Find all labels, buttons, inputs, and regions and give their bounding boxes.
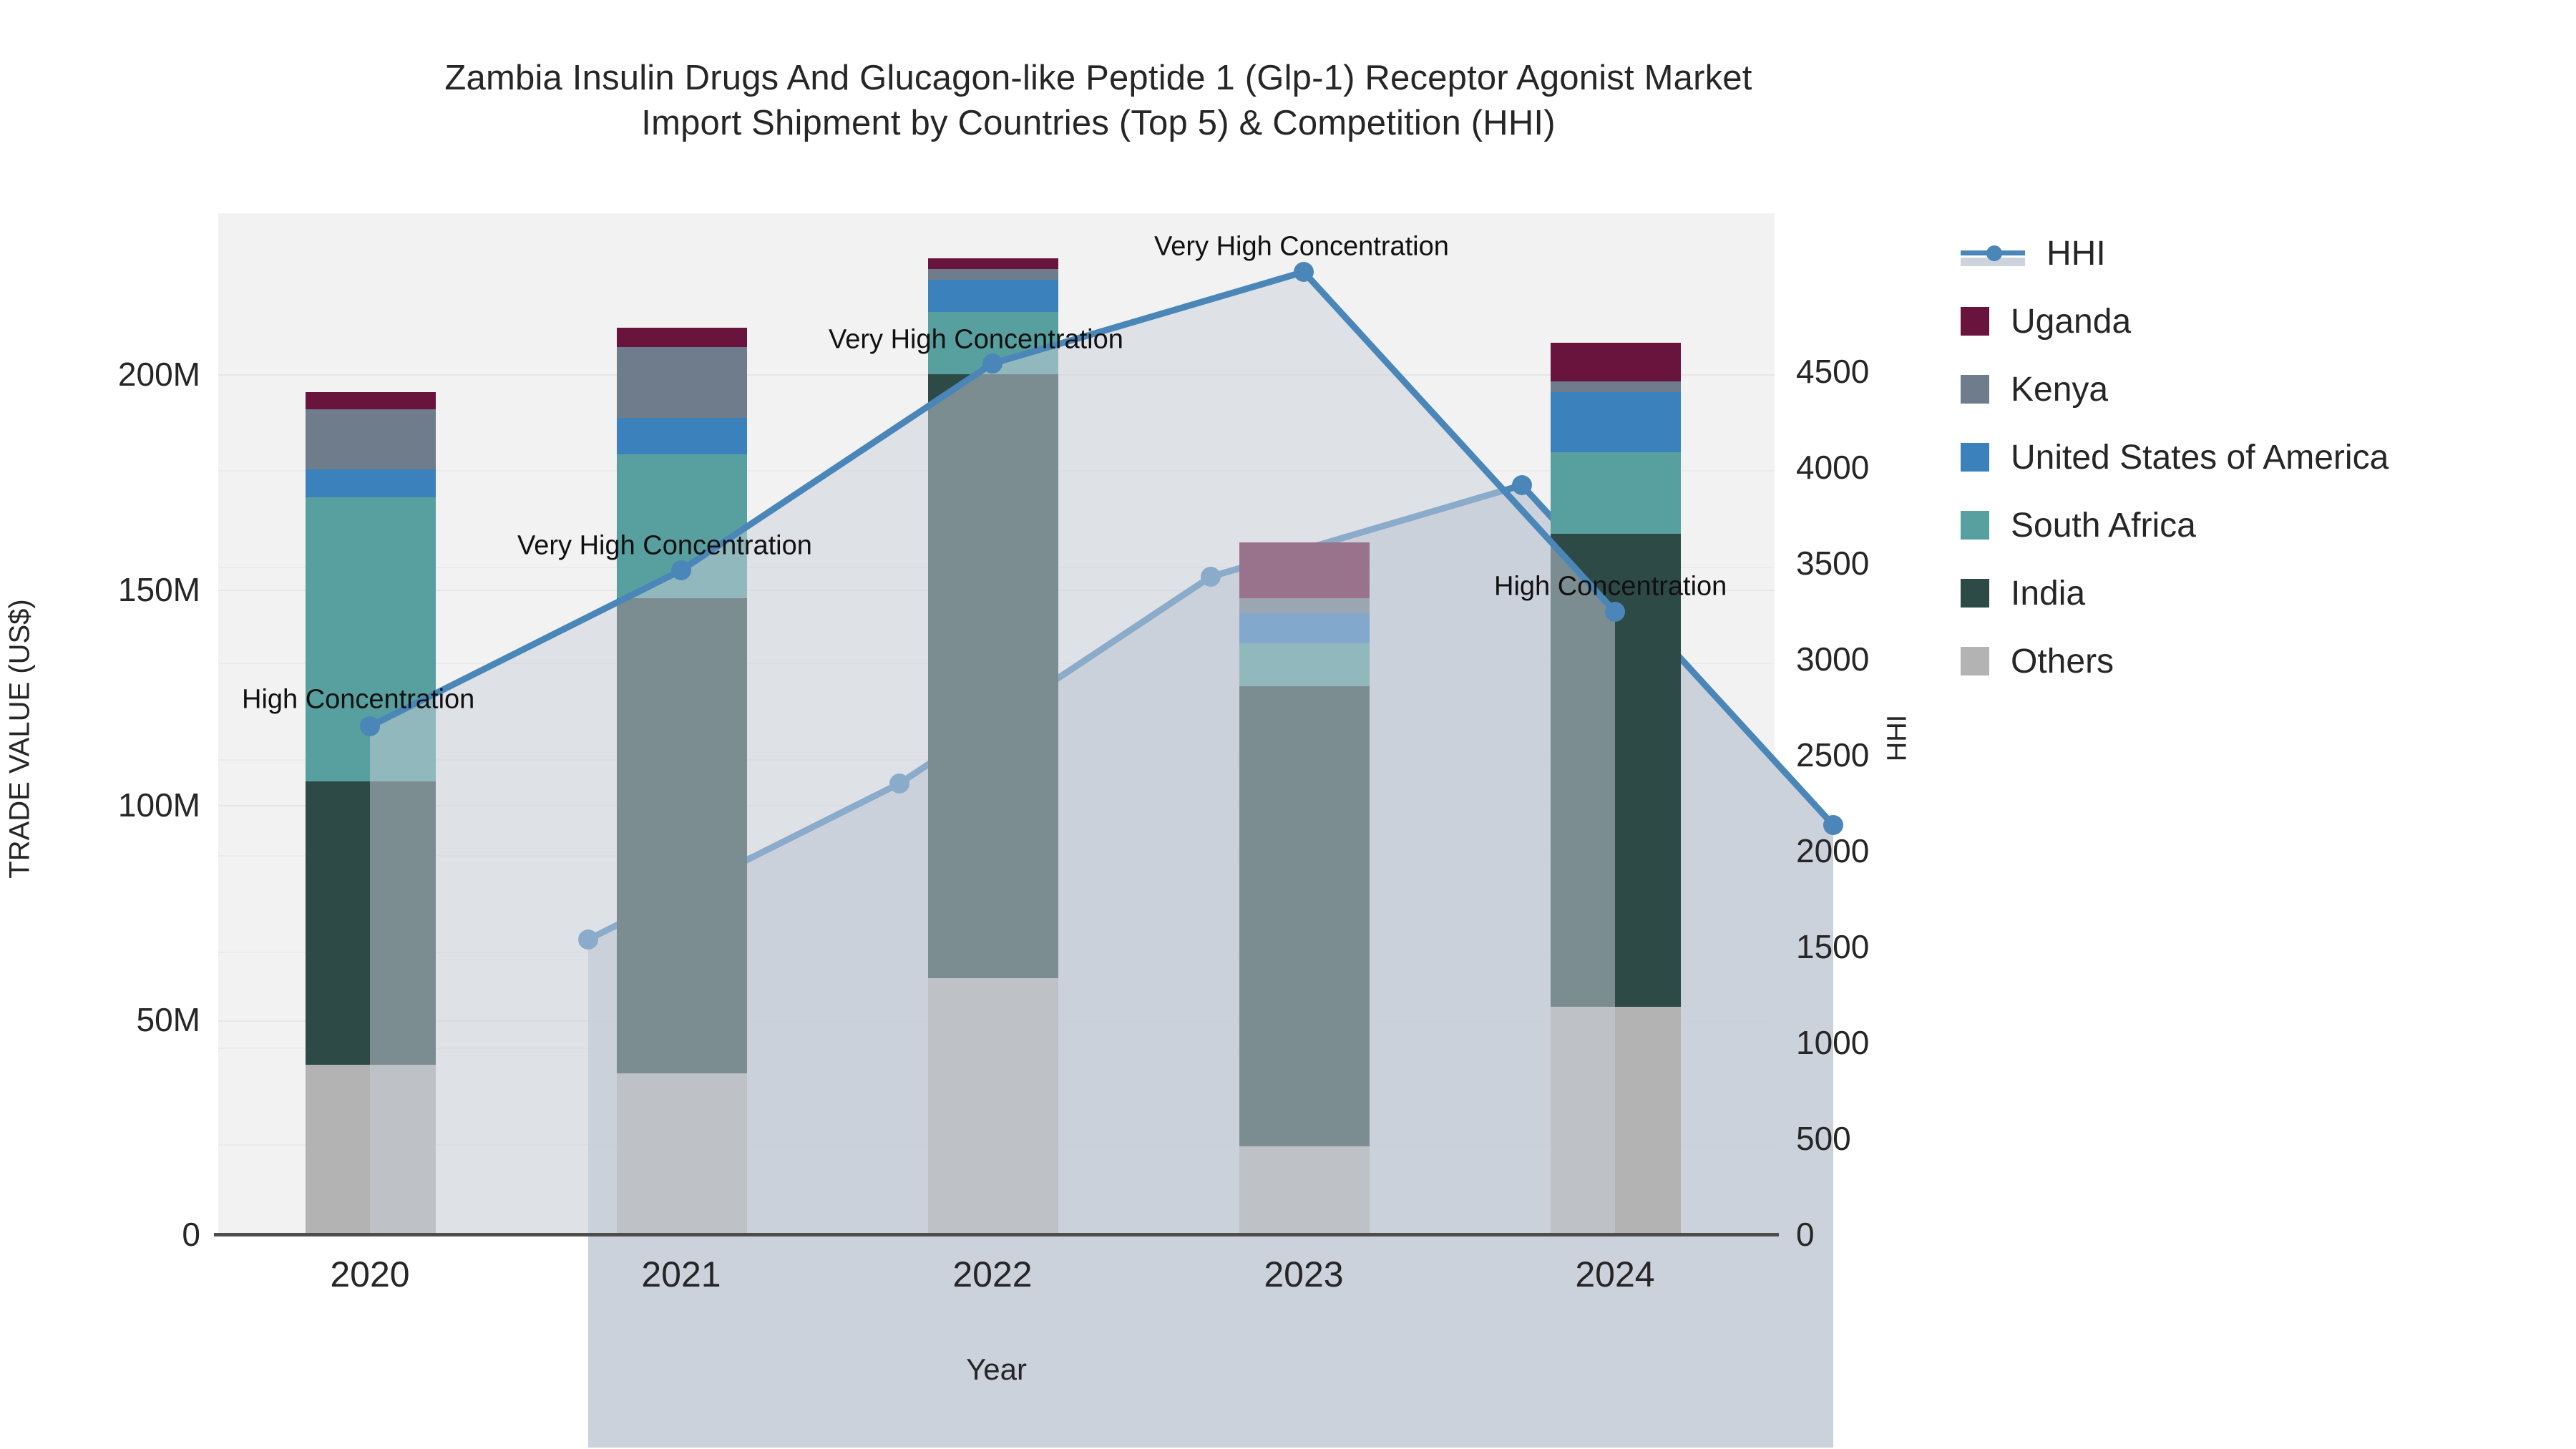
- swatch-uganda-icon: [1961, 307, 1989, 336]
- annotation-2022: Very High Concentration: [829, 324, 1123, 355]
- bar-2024-usa[interactable]: [1551, 392, 1681, 452]
- bar-2023-usa[interactable]: [1239, 613, 1370, 643]
- xtick-2022: 2022: [952, 1254, 1033, 1294]
- legend-item-kenya[interactable]: Kenya: [1961, 370, 2389, 409]
- annotation-2024: High Concentration: [1494, 571, 1727, 602]
- bar-2023-others[interactable]: [1239, 1146, 1370, 1234]
- bar-2021-usa[interactable]: [617, 418, 747, 454]
- ytick-right-2000: 2000: [1796, 832, 1870, 869]
- ytick-right-3500: 3500: [1796, 545, 1870, 582]
- legend-item-south-africa[interactable]: South Africa: [1961, 506, 2389, 545]
- bar-2024-others[interactable]: [1551, 1007, 1681, 1234]
- bar-2023-india[interactable]: [1239, 686, 1370, 1146]
- hhi-marker-2022: [1201, 567, 1221, 587]
- legend: HHI Uganda Kenya United States of Americ…: [1961, 234, 2389, 712]
- legend-item-india[interactable]: India: [1961, 574, 2389, 613]
- swatch-south-africa-icon: [1961, 511, 1989, 540]
- bar-2020-india[interactable]: [306, 781, 436, 1065]
- legend-item-uganda[interactable]: Uganda: [1961, 302, 2389, 341]
- legend-label-hhi: HHI: [2046, 234, 2106, 273]
- hhi-line-icon: [1961, 239, 2025, 268]
- bar-2023-kenya[interactable]: [1239, 598, 1370, 613]
- bar-2021-south-africa[interactable]: [617, 454, 747, 598]
- bar-2024-india[interactable]: [1551, 534, 1681, 1007]
- bar-2022-usa[interactable]: [928, 280, 1058, 312]
- annotation-2023: Very High Concentration: [1154, 231, 1449, 262]
- bar-2023-south-africa[interactable]: [1239, 643, 1370, 686]
- hhi-marker-2020: [578, 930, 598, 950]
- legend-item-hhi[interactable]: HHI: [1961, 234, 2389, 273]
- bar-2021-uganda[interactable]: [617, 328, 747, 347]
- title-line-2: Import Shipment by Countries (Top 5) & C…: [641, 103, 1556, 142]
- ytick-left-150m: 150M: [117, 571, 200, 608]
- bar-2020-usa[interactable]: [306, 469, 436, 497]
- bar-2024-uganda[interactable]: [1551, 343, 1681, 381]
- bar-2021-india[interactable]: [617, 598, 747, 1073]
- bar-2021-kenya[interactable]: [617, 347, 747, 418]
- legend-label-south-africa: South Africa: [2011, 506, 2196, 545]
- swatch-kenya-icon: [1961, 375, 1989, 404]
- hhi-marker-2024: [1823, 815, 1843, 835]
- ytick-right-1000: 1000: [1796, 1024, 1870, 1061]
- ytick-right-1500: 1500: [1796, 928, 1870, 965]
- legend-label-uganda: Uganda: [2011, 302, 2132, 341]
- ytick-right-4000: 4000: [1796, 449, 1870, 486]
- xtick-2021: 2021: [641, 1254, 721, 1294]
- ytick-right-500: 500: [1796, 1120, 1851, 1157]
- annotation-2021: Very High Concentration: [517, 530, 812, 561]
- legend-label-others: Others: [2011, 642, 2114, 680]
- bar-2024-kenya[interactable]: [1551, 381, 1681, 392]
- y-axis-left-label: TRADE VALUE (US$): [4, 599, 36, 879]
- swatch-usa-icon: [1961, 443, 1989, 472]
- bar-2020-south-africa[interactable]: [306, 497, 436, 781]
- x-axis-label: Year: [966, 1352, 1027, 1386]
- ytick-right-0: 0: [1796, 1216, 1815, 1253]
- ytick-right-3000: 3000: [1796, 640, 1870, 678]
- hhi-marker-2023: [1512, 475, 1532, 495]
- bar-2020-uganda[interactable]: [306, 392, 436, 409]
- bar-2022-others[interactable]: [928, 978, 1058, 1234]
- ytick-right-2500: 2500: [1796, 736, 1870, 774]
- bar-2023-uganda[interactable]: [1239, 542, 1370, 598]
- ytick-right-4500: 4500: [1796, 353, 1870, 390]
- swatch-others-icon: [1961, 647, 1989, 675]
- ytick-left-50m: 50M: [136, 1001, 200, 1038]
- xtick-2024: 2024: [1575, 1254, 1655, 1294]
- legend-label-india: India: [2011, 574, 2086, 613]
- bar-2022-uganda[interactable]: [928, 258, 1058, 269]
- annotation-2020: High Concentration: [242, 684, 475, 715]
- legend-label-kenya: Kenya: [2011, 370, 2109, 409]
- title-line-1: Zambia Insulin Drugs And Glucagon-like P…: [444, 59, 1752, 97]
- bar-2020-kenya[interactable]: [306, 409, 436, 469]
- chart-title: Zambia Insulin Drugs And Glucagon-like P…: [0, 56, 2197, 145]
- legend-item-usa[interactable]: United States of America: [1961, 438, 2389, 477]
- legend-label-usa: United States of America: [2011, 438, 2389, 477]
- ytick-left-200m: 200M: [117, 356, 200, 393]
- ytick-left-0: 0: [182, 1216, 200, 1253]
- bar-2022-india[interactable]: [928, 374, 1058, 978]
- xtick-2020: 2020: [330, 1254, 410, 1294]
- y-axis-right-label: HHI: [1882, 714, 1913, 762]
- bar-2024-south-africa[interactable]: [1551, 452, 1681, 534]
- bar-2020-others[interactable]: [306, 1065, 436, 1234]
- bar-2022-kenya[interactable]: [928, 269, 1058, 280]
- bar-2021-others[interactable]: [617, 1073, 747, 1234]
- swatch-india-icon: [1961, 579, 1989, 608]
- x-axis-line: [214, 1233, 1779, 1236]
- legend-item-others[interactable]: Others: [1961, 642, 2389, 680]
- hhi-marker-2021: [889, 774, 909, 794]
- ytick-left-100m: 100M: [117, 786, 200, 824]
- xtick-2023: 2023: [1264, 1254, 1344, 1294]
